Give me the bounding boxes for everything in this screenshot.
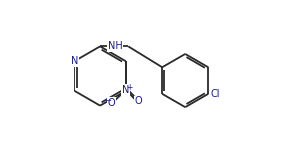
Text: −: − — [104, 96, 111, 105]
Text: O: O — [135, 97, 142, 106]
Text: O: O — [108, 98, 115, 108]
Text: +: + — [126, 83, 132, 92]
Text: N: N — [122, 85, 129, 95]
Text: N: N — [71, 56, 78, 66]
Text: NH: NH — [108, 41, 123, 51]
Text: Cl: Cl — [210, 89, 219, 99]
